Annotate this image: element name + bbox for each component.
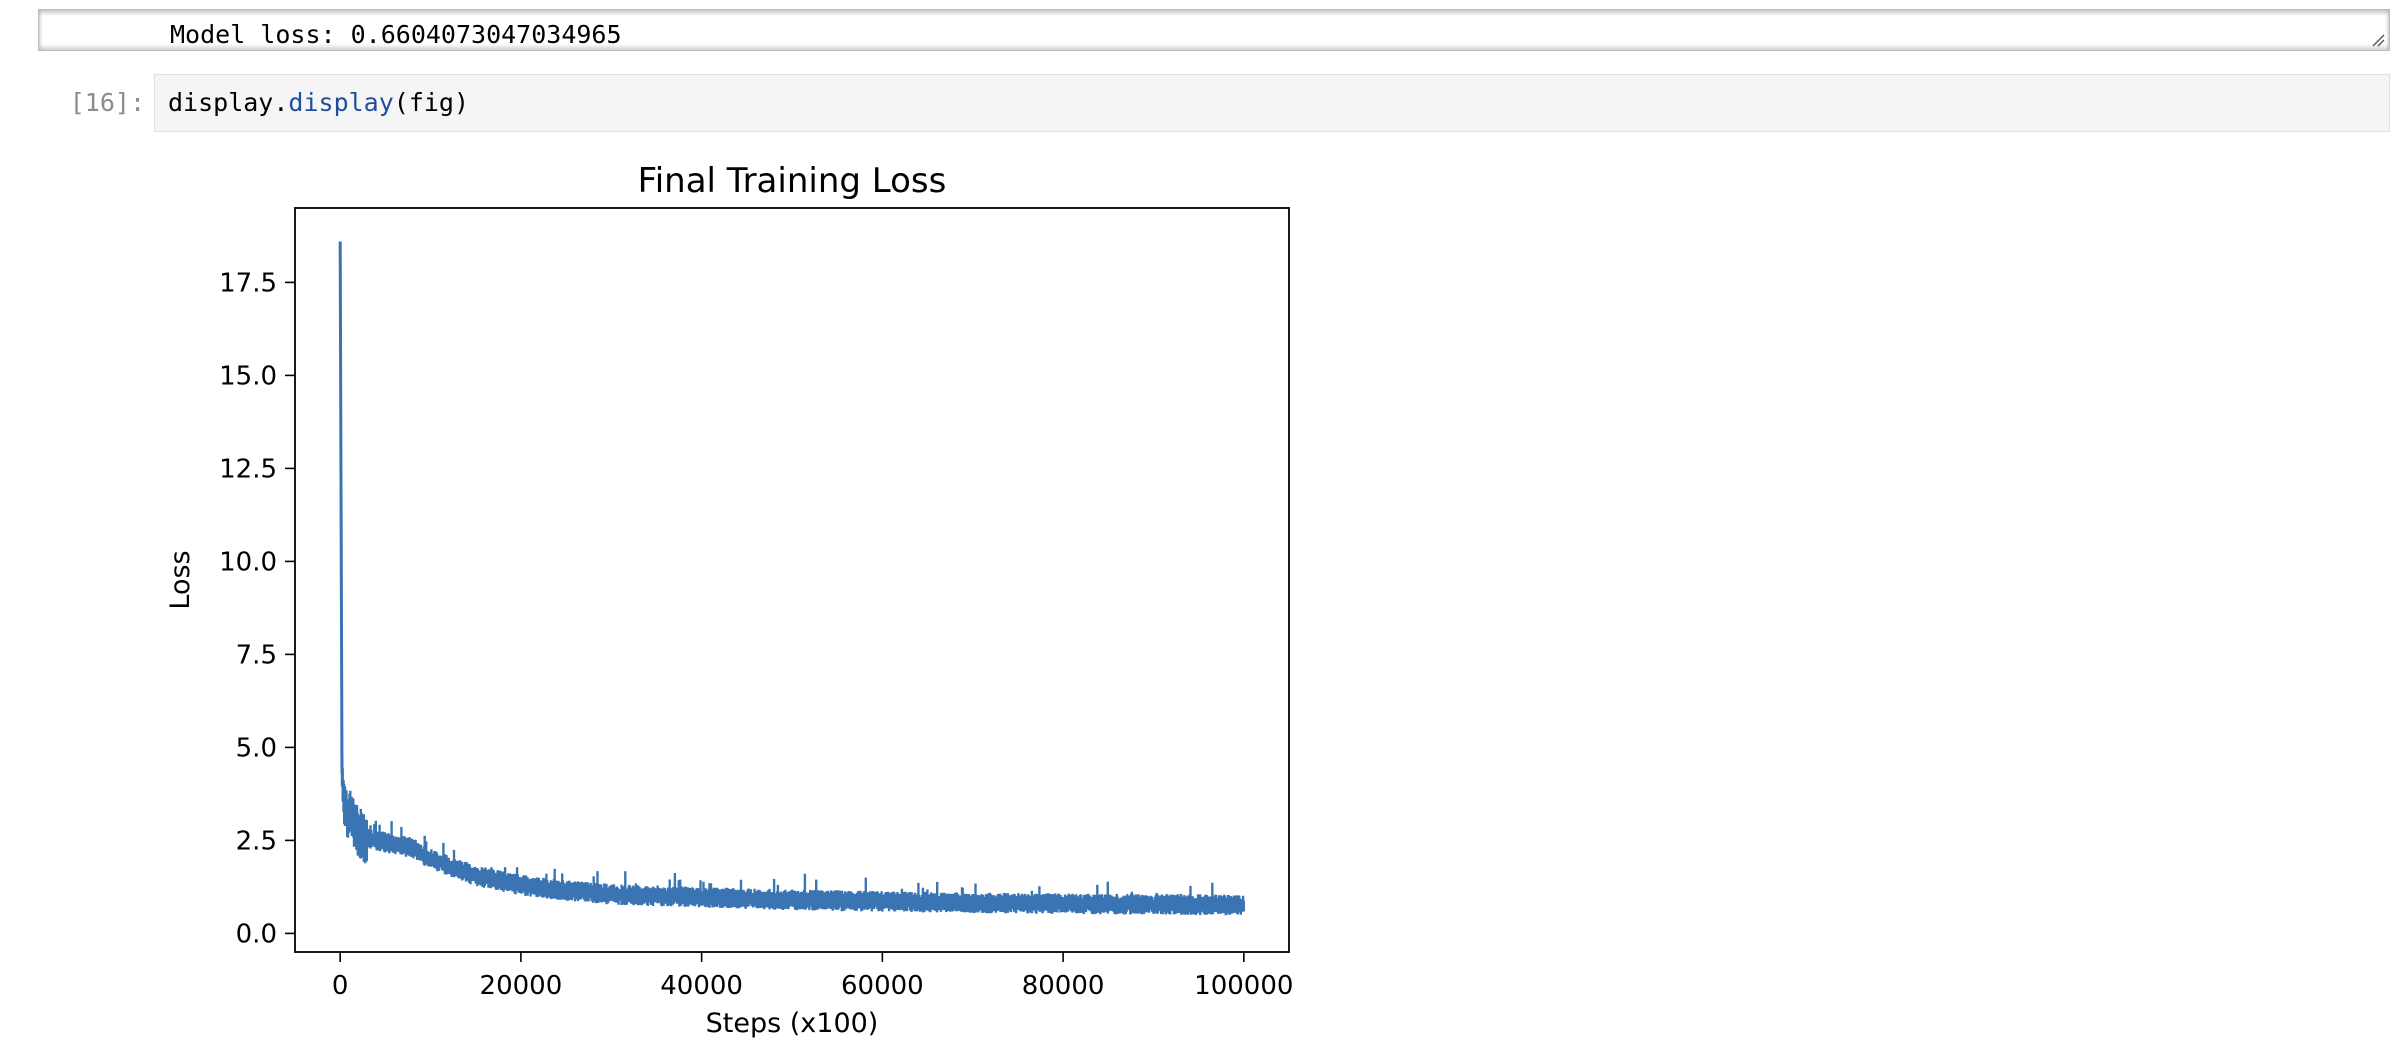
y-tick-label: 2.5 <box>236 826 277 856</box>
loss-chart-figure: Final Training Loss 0.0 2.5 5.0 7.5 10.0 12.5 1… <box>160 148 1320 1048</box>
x-tick-label: 60000 <box>841 971 924 1001</box>
plot-frame <box>294 207 1290 953</box>
loss-spike-line <box>338 241 344 774</box>
previous-output-area: Model loss: 0.6604073047034965 <box>38 9 2390 51</box>
resize-grip-icon[interactable] <box>2371 33 2385 47</box>
code-method: display <box>288 88 394 117</box>
loss-chart: Final Training Loss 0.0 2.5 5.0 7.5 10.0 12.5 1… <box>165 161 1293 1039</box>
x-tick-label: 40000 <box>660 971 743 1001</box>
x-tick-label: 100000 <box>1194 971 1293 1001</box>
y-axis-label: Loss <box>165 550 196 609</box>
x-tick-label: 0 <box>332 971 349 1001</box>
code-dot: . <box>273 88 289 117</box>
code-args: (fig) <box>393 88 470 117</box>
cell-prompt: [16]: <box>69 88 145 117</box>
y-tick-label: 12.5 <box>219 454 277 484</box>
chart-title: Final Training Loss <box>638 161 947 201</box>
code-object: display <box>168 88 274 117</box>
y-tick-label: 7.5 <box>236 640 277 670</box>
model-loss-output: Model loss: 0.6604073047034965 <box>170 20 622 49</box>
y-tick-label: 17.5 <box>219 268 277 298</box>
y-tick-label: 10.0 <box>219 547 277 577</box>
code-line: display.display(fig) <box>168 88 469 117</box>
loss-series-line <box>340 755 1245 916</box>
y-tick-label: 0.0 <box>236 919 277 949</box>
x-axis-label: Steps (x100) <box>706 1008 879 1039</box>
y-tick-label: 15.0 <box>219 361 277 391</box>
y-tick-label: 5.0 <box>236 733 277 763</box>
x-tick-label: 80000 <box>1022 971 1105 1001</box>
code-cell-input[interactable]: display.display(fig) <box>154 74 2390 132</box>
x-tick-label: 20000 <box>480 971 563 1001</box>
